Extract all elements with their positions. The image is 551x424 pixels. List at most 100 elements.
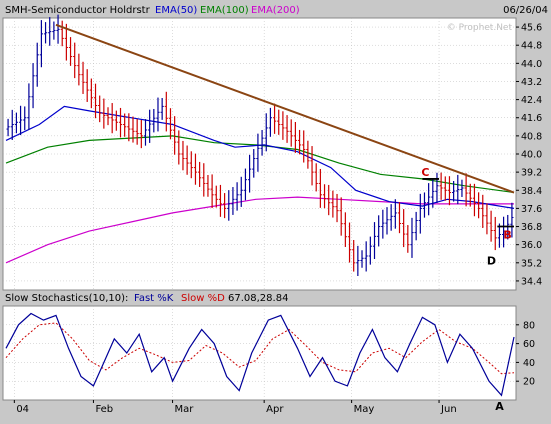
price-bar-110 (464, 173, 468, 207)
price-bar-72 (306, 140, 310, 169)
price-bar-107 (452, 180, 456, 202)
stoch-ytick-label-3: 80 (523, 320, 535, 331)
price-grid (3, 18, 516, 290)
stoch-values: 67.08,28.84 (228, 293, 288, 304)
x-tick-label-0: 04 (16, 404, 29, 415)
price-bar-43 (185, 145, 189, 175)
price-bar-51 (218, 184, 223, 217)
price-bar-78 (331, 190, 335, 218)
price-bar-41 (177, 130, 181, 165)
price-bar-24 (106, 107, 110, 126)
price-bar-91 (385, 207, 389, 235)
price-ytick-label-14: 34.4 (521, 276, 542, 287)
watermark: © Prophet.Net (447, 23, 513, 33)
price-bar-103 (435, 172, 439, 204)
price-bar-15 (68, 37, 73, 66)
price-bar-32 (139, 119, 143, 149)
price-bar-37 (160, 98, 164, 120)
chart-title: SMH-Semiconductor Holdrstr (5, 5, 151, 16)
price-ytick-label-0: 45.6 (521, 23, 542, 34)
price-bar-53 (227, 190, 231, 221)
price-bar-46 (198, 161, 202, 187)
price-bar-28 (123, 113, 127, 137)
price-bar-25 (110, 103, 114, 134)
price-bar-16 (73, 42, 77, 79)
price-bar-85 (360, 250, 364, 268)
ema-200-line (5, 196, 514, 264)
price-ytick-label-3: 43.2 (521, 77, 542, 88)
price-bar-55 (235, 182, 239, 211)
chart-date: 06/26/04 (503, 5, 548, 16)
price-bar-98 (414, 211, 418, 241)
price-bar-96 (406, 225, 410, 253)
x-tick-label-3: Apr (266, 404, 284, 415)
price-bar-8 (39, 20, 43, 68)
price-bar-66 (281, 111, 285, 140)
price-bar-45 (193, 153, 198, 185)
price-bar-61 (260, 130, 264, 156)
ema-50-line (5, 105, 515, 209)
price-ytick-label-2: 44.0 (521, 59, 542, 70)
x-tick-label-4: May (354, 404, 375, 415)
price-bar-30 (131, 116, 135, 143)
price-bar-48 (206, 174, 210, 197)
price-ytick-label-4: 42.4 (521, 95, 542, 106)
price-bar-29 (127, 113, 131, 142)
price-bar-115 (485, 203, 489, 235)
price-bar-101 (427, 183, 431, 216)
stoch-ytick-label-1: 40 (523, 358, 535, 369)
price-bar-82 (347, 222, 352, 263)
price-bar-40 (173, 116, 177, 155)
price-bar-99 (418, 193, 422, 234)
price-bar-113 (477, 192, 481, 219)
stoch-ytick-label-2: 60 (523, 339, 535, 350)
legend-ema100: EMA(100) (200, 5, 249, 16)
price-bar-77 (327, 184, 331, 216)
ema-200-path (5, 196, 514, 264)
price-bar-102 (431, 179, 435, 208)
price-ytick-label-8: 39.2 (521, 168, 542, 179)
price-bar-44 (189, 151, 193, 179)
price-bar-49 (210, 174, 214, 209)
price-bar-116 (489, 210, 493, 242)
trendline-path (55, 23, 515, 194)
price-bar-112 (472, 183, 477, 217)
price-ytick-label-6: 40.8 (521, 131, 542, 142)
price-y-axis: 45.6 44.8 44.0 43.2 42.4 41.6 40.8 40.0 39.2 38.4… (516, 23, 542, 287)
price-bars (6, 14, 514, 276)
stoch-title: Slow Stochastics(10,10): (5, 293, 128, 304)
price-bar-13 (60, 20, 64, 47)
price-bar-10 (48, 17, 52, 46)
stoch-grid (3, 306, 516, 400)
stoch-d-label: Slow %D (181, 293, 225, 304)
price-bar-3 (18, 105, 23, 136)
price-bar-17 (77, 53, 81, 86)
price-bar-57 (243, 168, 248, 201)
price-ytick-label-1: 44.8 (521, 41, 542, 52)
price-bar-11 (52, 21, 56, 40)
price-bar-80 (339, 197, 343, 236)
price-bar-73 (310, 146, 314, 186)
price-bar-20 (89, 78, 93, 109)
price-bar-93 (393, 199, 397, 229)
x-tick-label-1: Feb (95, 404, 113, 415)
price-bar-27 (118, 107, 123, 138)
price-bar-118 (497, 223, 502, 248)
stoch-ytick-label-0: 20 (523, 377, 535, 388)
price-bar-56 (239, 176, 243, 207)
price-bar-60 (256, 133, 260, 172)
fast-k-line (5, 312, 515, 397)
annotation-a: A (495, 400, 504, 413)
annotation-d: D (487, 255, 496, 268)
price-bar-79 (335, 193, 339, 223)
price-bar-36 (156, 97, 160, 132)
price-bar-69 (293, 121, 297, 153)
price-bar-50 (214, 185, 218, 208)
price-bar-81 (343, 212, 347, 247)
price-bar-38 (164, 91, 168, 132)
price-bar-0 (6, 118, 10, 137)
price-bar-67 (285, 115, 289, 143)
price-bar-63 (268, 107, 273, 137)
